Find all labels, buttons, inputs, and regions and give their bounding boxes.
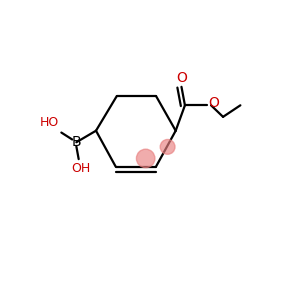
Text: O: O — [208, 97, 219, 110]
Circle shape — [160, 140, 175, 154]
Text: B: B — [72, 135, 81, 149]
Text: HO: HO — [40, 116, 59, 129]
Circle shape — [136, 149, 155, 168]
Text: O: O — [176, 71, 187, 85]
Text: OH: OH — [71, 162, 91, 175]
